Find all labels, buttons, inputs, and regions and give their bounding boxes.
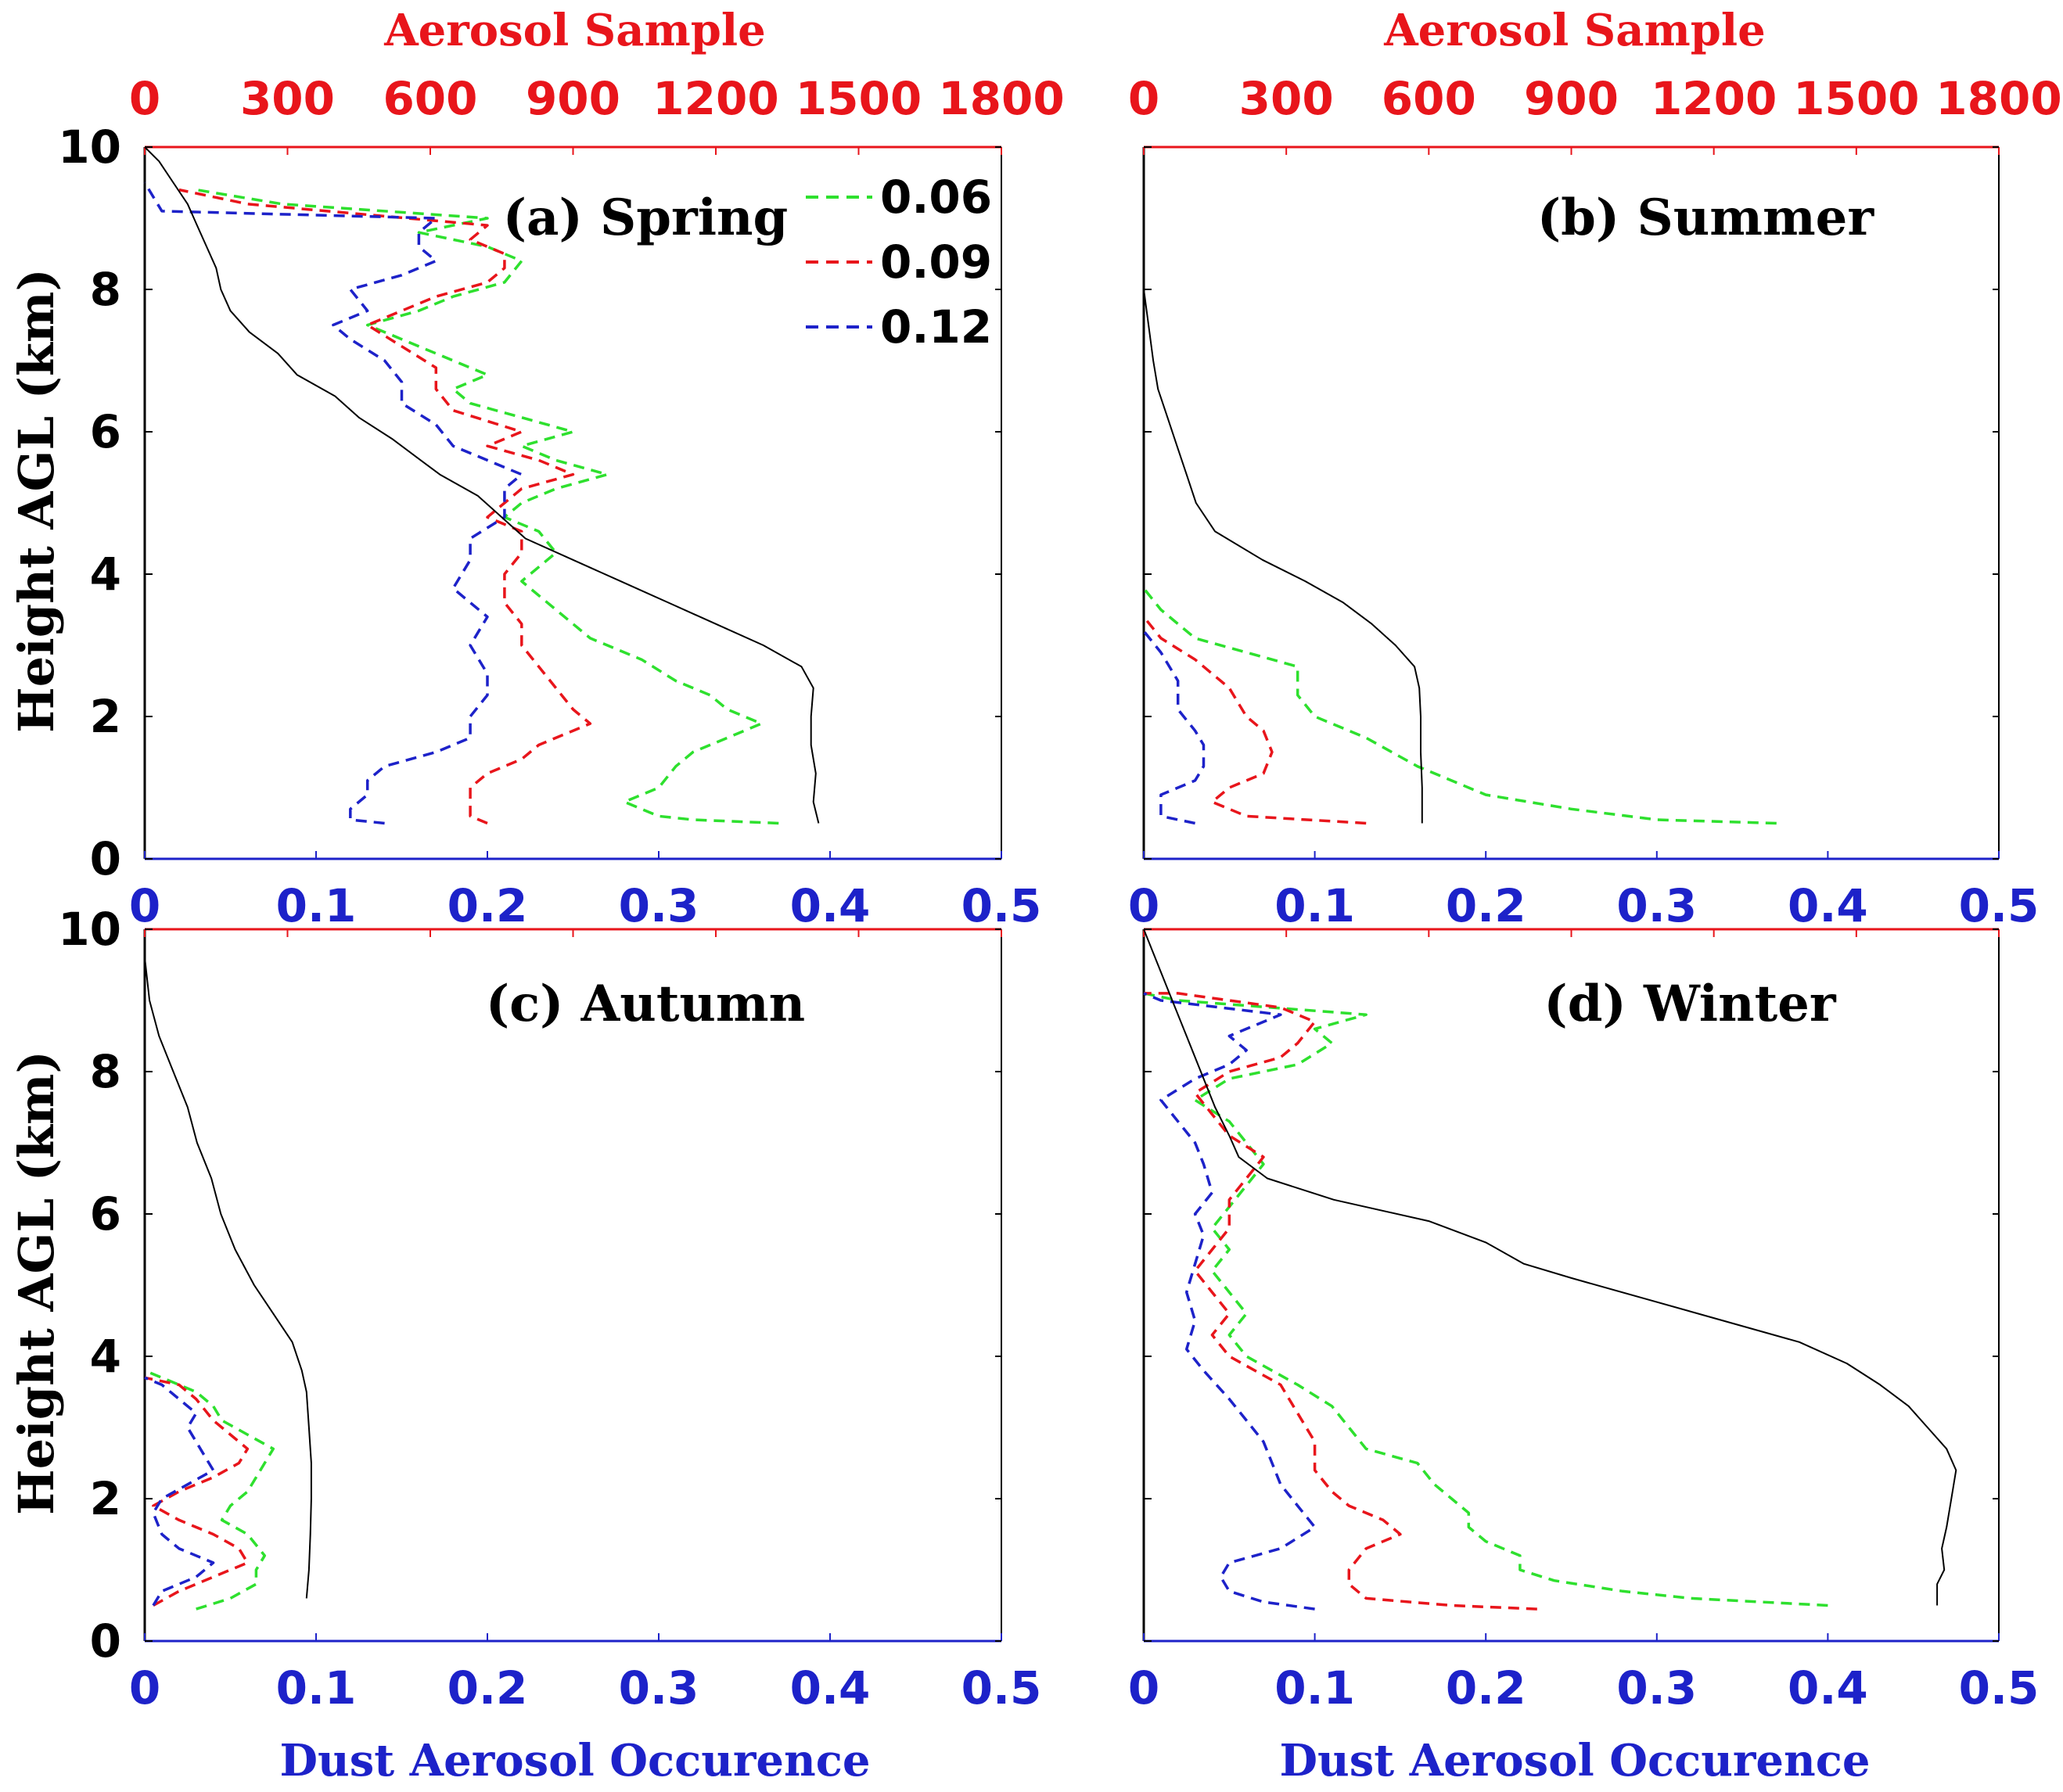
winter-bottom-tick-label: 0 (1128, 1661, 1159, 1715)
autumn-left-tick-label: 8 (90, 1045, 121, 1098)
spring-bottom-tick-label: 0.3 (619, 879, 699, 932)
spring-left-tick-label: 2 (90, 690, 121, 743)
summer-top-tick-label: 1200 (1651, 72, 1777, 125)
spring-left-tick-label: 10 (58, 120, 121, 174)
autumn-bottom-tick-label: 0.5 (961, 1661, 1042, 1715)
spring-bottom-tick-label: 0.2 (447, 879, 528, 932)
spring-left-tick-label: 6 (90, 405, 121, 458)
summer-panel-title: (b) Summer (1537, 189, 1875, 247)
summer-series-0-09 (1142, 616, 1367, 825)
summer-bottom-tick-label: 0.3 (1616, 879, 1697, 932)
summer-bottom-tick-label: 0.5 (1959, 879, 2040, 932)
spring-series-aerosol-sample (144, 146, 820, 824)
autumn-bottom-tick-label: 0.1 (276, 1661, 357, 1715)
winter-series-0-06 (1143, 992, 1828, 1607)
autumn-series-0-09 (144, 1376, 250, 1607)
winter-bottom-tick-label: 0.2 (1446, 1661, 1526, 1715)
winter-panel-title: (d) Winter (1544, 975, 1836, 1033)
spring-bottom-tick-label: 0.5 (961, 879, 1042, 932)
spring-left-tick-label: 0 (90, 832, 121, 885)
autumn-series-0-06 (144, 1369, 275, 1611)
autumn-series-aerosol-sample (144, 957, 312, 1599)
spring-left-tick-label: 8 (90, 263, 121, 316)
spring-bottom-tick-label: 0.1 (276, 879, 357, 932)
spring-series-0-06 (196, 188, 779, 825)
summer-top-tick-label: 900 (1524, 72, 1619, 125)
autumn-left-tick-label: 0 (90, 1614, 121, 1668)
spring-top-tick-label: 600 (383, 72, 477, 125)
summer-bottom-tick-label: 0.1 (1274, 879, 1355, 932)
summer-top-tick-label: 300 (1239, 72, 1334, 125)
winter-series-0-09 (1144, 992, 1537, 1611)
legend-label-009: 0.09 (880, 235, 992, 289)
autumn-left-tick-label: 2 (90, 1472, 121, 1525)
legend: 0.06 0.09 0.12 (806, 171, 992, 354)
summer-top-tick-label: 600 (1382, 72, 1476, 125)
legend-label-012: 0.12 (880, 300, 992, 354)
y-axis-title-top: Height AGL (km) (8, 268, 65, 733)
top-axis-title-right: Aerosol Sample (1383, 5, 1766, 56)
autumn-bottom-tick-label: 0 (129, 1661, 160, 1715)
summer-bottom-tick-label: 0.4 (1788, 879, 1868, 932)
spring-top-tick-label: 1200 (652, 72, 778, 125)
autumn-series-0-12 (144, 1376, 215, 1607)
top-axis-title-left: Aerosol Sample (383, 5, 766, 56)
summer-series-0-12 (1142, 630, 1206, 825)
autumn-bottom-tick-label: 0.3 (619, 1661, 699, 1715)
spring-top-tick-label: 0 (129, 72, 160, 125)
spring-top-tick-label: 300 (240, 72, 335, 125)
spring-top-tick-label: 900 (526, 72, 620, 125)
summer-top-tick-label: 1500 (1793, 72, 1919, 125)
summer-series-0-06 (1142, 587, 1777, 825)
summer-bottom-tick-label: 0 (1128, 879, 1159, 932)
autumn-panel-title: (c) Autumn (486, 975, 805, 1033)
spring-bottom-tick-label: 0.4 (790, 879, 871, 932)
winter-bottom-tick-label: 0.3 (1616, 1661, 1697, 1715)
winter-bottom-tick-label: 0.5 (1959, 1661, 2040, 1715)
autumn-left-tick-label: 4 (90, 1330, 121, 1383)
legend-label-006: 0.06 (880, 171, 992, 224)
autumn-left-tick-label: 6 (90, 1187, 121, 1241)
winter-series-0-12 (1143, 992, 1317, 1611)
spring-panel-title: (a) Spring (503, 189, 789, 247)
spring-left-tick-label: 4 (90, 548, 121, 601)
autumn-bottom-tick-label: 0.2 (447, 1661, 528, 1715)
panel-autumn: 0 0.1 0.2 0.3 0.4 0.5 0 2 4 6 8 10 (c) Autumn (58, 903, 1041, 1715)
panel-winter: 0 0.1 0.2 0.3 0.4 0.5 (d) Winter (1128, 928, 2040, 1715)
y-axis-title-bottom: Height AGL (km) (8, 1050, 65, 1515)
summer-top-tick-label: 0 (1128, 72, 1159, 125)
spring-series-0-09 (178, 188, 592, 825)
spring-series-0-12 (143, 181, 523, 825)
panel-summer: 0 0.1 0.2 0.3 0.4 0.5 0 300 600 900 1200 1500 1800 (b… (1128, 72, 2062, 932)
spring-bottom-tick-label: 0 (129, 879, 160, 932)
bottom-axis-title-left: Dust Aerosol Occurence (279, 1735, 870, 1787)
summer-series-aerosol-sample (1143, 289, 1423, 824)
panel-spring: 0 0.1 0.2 0.3 0.4 0.5 0 300 600 900 1200 1500 1800 0 2… (58, 72, 1064, 932)
autumn-bottom-tick-label: 0.4 (790, 1661, 871, 1715)
summer-top-tick-label: 1800 (1935, 72, 2061, 125)
autumn-left-tick-label: 10 (58, 903, 121, 956)
bottom-axis-title-right: Dust Aerosol Occurence (1279, 1735, 1870, 1787)
winter-bottom-tick-label: 0.4 (1788, 1661, 1868, 1715)
spring-top-tick-label: 1500 (796, 72, 922, 125)
spring-top-tick-label: 1800 (938, 72, 1064, 125)
summer-bottom-tick-label: 0.2 (1446, 879, 1526, 932)
winter-bottom-tick-label: 0.1 (1274, 1661, 1355, 1715)
winter-series-aerosol-sample (1143, 928, 1957, 1606)
